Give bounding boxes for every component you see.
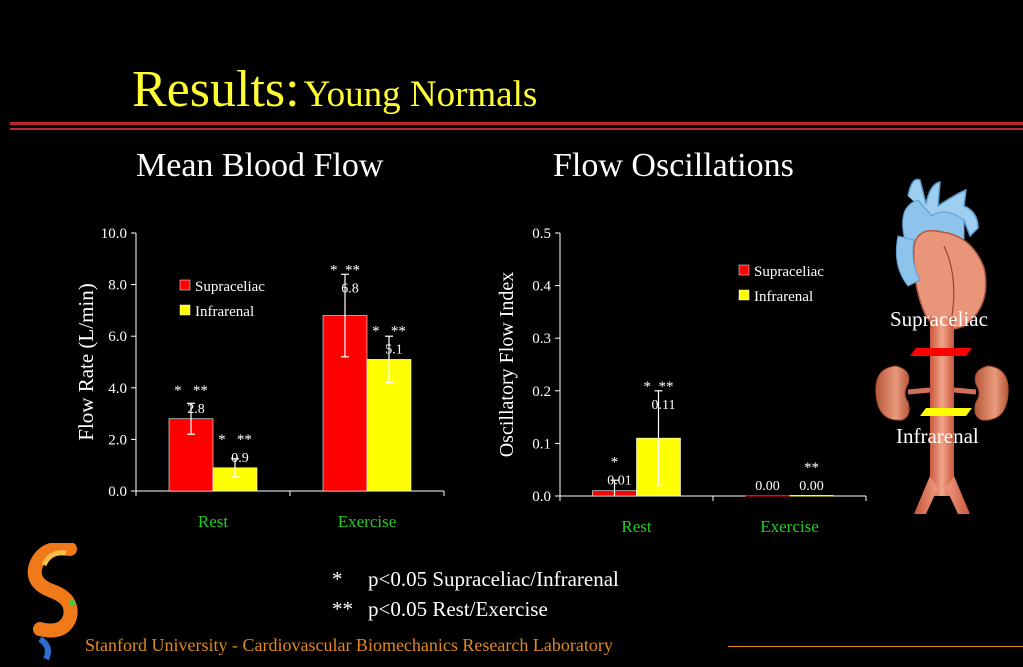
chart1-data-label: 6.8 <box>341 281 359 296</box>
footnote-2: ** p<0.05 Rest/Exercise <box>332 594 619 624</box>
chart2-y-tick-label: 0.3 <box>532 331 551 347</box>
flow-oscillations-chart: 0.0 0.1 0.2 0.3 0.4 0.5 Oscillatory Flow Index… <box>496 226 867 536</box>
chart1-y-tick-label: 2.0 <box>108 432 127 448</box>
chart1-y-axis-label: Flow Rate (L/min) <box>74 283 98 440</box>
chart2-category-label: Exercise <box>760 517 819 536</box>
chart1-significance-mark: * ** <box>218 432 252 448</box>
footnote-2-text: p<0.05 Rest/Exercise <box>368 597 548 621</box>
chart2-title: Flow Oscillations <box>553 147 794 184</box>
slide-title-sub: Young Normals <box>303 74 538 115</box>
chart1-significance-mark: * ** <box>372 323 406 339</box>
infrarenal-marker <box>920 408 972 416</box>
chart1-legend-swatch <box>179 304 191 316</box>
footer-rule <box>728 646 1023 647</box>
kidney-left-icon <box>875 365 931 421</box>
anatomy-label-infrarenal: Infrarenal <box>896 424 979 448</box>
chart2-y-axis-label: Oscillatory Flow Index <box>496 272 518 458</box>
chart2-y-tick-label: 0.0 <box>532 489 551 505</box>
anatomy-label-supraceliac: Supraceliac <box>890 307 988 331</box>
chart2-significance-mark: * <box>611 455 619 471</box>
chart2-legend-swatch <box>738 264 750 276</box>
chart2-data-label: 0.00 <box>755 479 780 494</box>
chart1-data-label: 2.8 <box>187 402 205 417</box>
chart2-category-label: Rest <box>621 517 652 536</box>
chart1-y-tick-label: 0.0 <box>108 484 127 500</box>
chart1-y-tick-label: 6.0 <box>108 329 127 345</box>
kidney-right-icon <box>953 365 1009 421</box>
lab-logo-icon <box>27 543 78 661</box>
chart1-y-tick-label: 10.0 <box>101 226 127 242</box>
chart2-y-tick-label: 0.4 <box>532 279 551 295</box>
chart2-data-label: 0.00 <box>799 479 824 494</box>
chart2-data-label: 0.11 <box>652 398 676 413</box>
chart2-y-tick-label: 0.5 <box>532 226 551 242</box>
chart2-legend-swatch <box>738 289 750 301</box>
slide-title-main: Results: <box>132 61 300 118</box>
chart2-data-label: 0.01 <box>607 474 632 489</box>
chart1-data-label: 5.1 <box>385 342 403 357</box>
heart-icon <box>895 178 987 331</box>
chart1-legend-label: Supraceliac <box>195 279 265 295</box>
chart2-y-tick-label: 0.2 <box>532 384 551 400</box>
chart2-y-tick-label: 0.1 <box>532 436 551 452</box>
title-rule-top <box>10 122 1023 125</box>
aorta-anatomy-illustration: Supraceliac Infrarenal <box>875 178 1009 514</box>
chart1-significance-mark: * ** <box>330 262 360 278</box>
footnote-1-text: p<0.05 Supraceliac/Infrarenal <box>368 567 619 591</box>
chart1-title: Mean Blood Flow <box>136 147 384 184</box>
chart2-legend-label: Supraceliac <box>754 264 824 280</box>
iliac-arteries-shape <box>914 476 970 514</box>
chart1-category-label: Exercise <box>338 512 397 531</box>
chart2-significance-mark: ** <box>804 460 819 476</box>
aorta-shape <box>930 316 954 496</box>
chart1-y-tick-label: 4.0 <box>108 381 127 397</box>
chart1-legend-label: Infrarenal <box>195 304 254 320</box>
chart2-bar <box>789 495 834 497</box>
chart2-bar <box>745 495 790 497</box>
chart1-category-label: Rest <box>198 512 229 531</box>
supraceliac-marker <box>910 348 972 356</box>
chart1-significance-mark: * ** <box>174 383 208 399</box>
footnote-2-symbol: ** <box>332 597 353 621</box>
footer-text: Stanford University - Cardiovascular Bio… <box>85 635 613 655</box>
mean-blood-flow-chart: 0.0 2.0 4.0 6.0 8.0 10.0 Flow Rate (L/min) Rest… <box>74 226 445 531</box>
footnotes: * p<0.05 Supraceliac/Infrarenal ** p<0.05 … <box>332 564 619 624</box>
footnote-1-symbol: * <box>332 567 343 591</box>
title-rule-bottom <box>10 128 1023 130</box>
footnote-1: * p<0.05 Supraceliac/Infrarenal <box>332 564 619 594</box>
chart2-legend-label: Infrarenal <box>754 289 813 305</box>
chart1-y-tick-label: 8.0 <box>108 278 127 294</box>
chart2-significance-mark: * ** <box>644 379 674 395</box>
chart1-data-label: 0.9 <box>231 451 249 466</box>
slide-title: Results: Young Normals <box>132 60 537 119</box>
chart1-legend-swatch <box>179 279 191 291</box>
